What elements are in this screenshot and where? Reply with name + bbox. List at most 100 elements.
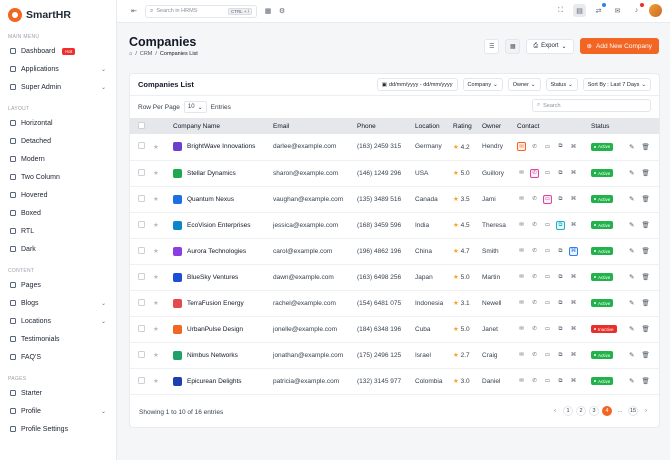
page-button[interactable]: 1 xyxy=(563,406,573,416)
sidebar-item-locations[interactable]: Locations ⌄ xyxy=(0,312,116,330)
copy-icon[interactable]: ⧉ xyxy=(556,220,565,230)
col-location[interactable]: Location xyxy=(415,122,440,130)
export-button[interactable]: ⎙ Export ⌄ xyxy=(526,38,574,54)
favorite-star-icon[interactable]: ★ xyxy=(153,222,159,229)
phone-icon[interactable]: ✆ xyxy=(532,326,537,332)
col-status[interactable]: Status xyxy=(591,122,610,130)
mail-icon[interactable]: ✉ xyxy=(519,326,524,332)
row-checkbox[interactable] xyxy=(138,194,145,202)
link-icon[interactable]: ⌘ xyxy=(569,246,578,256)
company-cell[interactable]: BrightWave Innovations xyxy=(173,142,273,152)
mail-icon[interactable]: ✉ xyxy=(519,274,524,280)
global-search-input[interactable]: ⌕ Search in HRMS CTRL + / xyxy=(145,4,257,18)
row-checkbox[interactable] xyxy=(138,220,145,228)
delete-icon[interactable]: 🗑︎ xyxy=(641,274,650,281)
sidebar-item-profile-settings[interactable]: Profile Settings xyxy=(0,420,116,438)
phone-icon[interactable]: ✆ xyxy=(532,352,537,358)
company-name[interactable]: BlueSky Ventures xyxy=(187,273,239,281)
copy-icon[interactable]: ⧉ xyxy=(558,351,563,358)
sidebar-item-dashboard[interactable]: Dashboard Hot xyxy=(0,42,116,60)
sort-filter[interactable]: Sort By : Last 7 Days ⌄ xyxy=(582,78,651,91)
mail-icon[interactable]: ✉ xyxy=(614,7,621,15)
edit-icon[interactable]: ✎ xyxy=(629,196,635,203)
company-name[interactable]: EcoVision Enterprises xyxy=(187,221,251,229)
chat-icon[interactable]: ▭ xyxy=(544,143,551,150)
row-checkbox[interactable] xyxy=(138,324,145,332)
company-cell[interactable]: EcoVision Enterprises xyxy=(173,220,273,230)
delete-icon[interactable]: 🗑︎ xyxy=(641,196,650,203)
mail-icon[interactable]: ✉ xyxy=(519,248,524,254)
sidebar-item-modern[interactable]: Modern xyxy=(0,150,116,168)
favorite-star-icon[interactable]: ★ xyxy=(153,326,159,333)
delete-icon[interactable]: 🗑︎ xyxy=(641,326,650,333)
favorite-star-icon[interactable]: ★ xyxy=(153,170,159,177)
favorite-star-icon[interactable]: ★ xyxy=(153,143,159,151)
sidebar-item-blogs[interactable]: Blogs ⌄ xyxy=(0,294,116,312)
col-owner[interactable]: Owner xyxy=(482,122,502,130)
mail-icon[interactable]: ✉ xyxy=(519,170,524,176)
sidebar-item-detached[interactable]: Detached xyxy=(0,132,116,150)
chat-icon[interactable]: ▭ xyxy=(544,326,551,332)
sidebar-item-profile[interactable]: Profile ⌄ xyxy=(0,402,116,420)
copy-icon[interactable]: ⧉ xyxy=(558,195,563,202)
phone-icon[interactable]: ✆ xyxy=(532,222,537,228)
phone-icon[interactable]: ✆ xyxy=(532,196,537,202)
owner-filter[interactable]: Owner ⌄ xyxy=(507,78,541,91)
sidebar-item-hovered[interactable]: Hovered xyxy=(0,186,116,204)
edit-icon[interactable]: ✎ xyxy=(629,300,635,307)
company-filter[interactable]: Company ⌄ xyxy=(462,78,503,91)
sidebar-item-testimonials[interactable]: Testimonials xyxy=(0,330,116,348)
page-button[interactable]: 3 xyxy=(589,406,599,416)
phone-icon[interactable]: ✆ xyxy=(532,378,537,384)
company-cell[interactable]: Stellar Dynamics xyxy=(173,168,273,178)
delete-icon[interactable]: 🗑︎ xyxy=(641,170,650,177)
mail-icon[interactable]: ✉ xyxy=(519,196,524,202)
grid-view-button[interactable]: ▦ xyxy=(505,38,521,54)
phone-icon[interactable]: ✆ xyxy=(532,248,537,254)
row-checkbox[interactable] xyxy=(138,142,145,150)
user-avatar[interactable] xyxy=(649,4,662,17)
row-checkbox[interactable] xyxy=(138,376,145,384)
link-icon[interactable]: ⌘ xyxy=(570,300,577,306)
collapse-sidebar-icon[interactable]: ⇤ xyxy=(131,8,137,15)
link-icon[interactable]: ⌘ xyxy=(570,222,577,228)
phone-icon[interactable]: ✆ xyxy=(530,168,539,178)
company-cell[interactable]: Quantum Nexus xyxy=(173,194,273,204)
sidebar-item-dark[interactable]: Dark xyxy=(0,240,116,258)
row-checkbox[interactable] xyxy=(138,350,145,358)
row-checkbox[interactable] xyxy=(138,246,145,254)
brand-logo[interactable]: SmartHR xyxy=(0,0,116,30)
favorite-star-icon[interactable]: ★ xyxy=(153,248,159,255)
mail-icon[interactable]: ✉ xyxy=(517,142,526,152)
sidebar-item-rtl[interactable]: RTL xyxy=(0,222,116,240)
edit-icon[interactable]: ✎ xyxy=(629,274,635,281)
row-checkbox[interactable] xyxy=(138,272,145,280)
sidebar-item-boxed[interactable]: Boxed xyxy=(0,204,116,222)
favorite-star-icon[interactable]: ★ xyxy=(153,196,159,203)
sidebar-item-horizontal[interactable]: Horizontal xyxy=(0,114,116,132)
chat-icon[interactable]: ▭ xyxy=(544,170,551,176)
link-icon[interactable]: ⌘ xyxy=(570,170,577,176)
company-name[interactable]: Stellar Dynamics xyxy=(187,169,236,177)
page-button[interactable]: 2 xyxy=(576,406,586,416)
phone-icon[interactable]: ✆ xyxy=(532,300,537,306)
company-name[interactable]: TerraFusion Energy xyxy=(187,299,244,307)
col-company-name[interactable]: Company Name xyxy=(173,122,220,130)
link-icon[interactable]: ⌘ xyxy=(570,326,577,332)
edit-icon[interactable]: ✎ xyxy=(629,222,635,229)
company-cell[interactable]: Nimbus Networks xyxy=(173,350,273,360)
company-cell[interactable]: Epicurean Delights xyxy=(173,376,273,386)
mail-icon[interactable]: ✉ xyxy=(519,378,524,384)
chat-icon[interactable]: ▭ xyxy=(544,274,551,280)
link-icon[interactable]: ⌘ xyxy=(570,143,577,150)
prev-page-icon[interactable]: ‹ xyxy=(554,408,556,414)
company-name[interactable]: Nimbus Networks xyxy=(187,351,238,359)
col-contact[interactable]: Contact xyxy=(517,122,540,130)
copy-icon[interactable]: ⧉ xyxy=(558,325,563,332)
company-cell[interactable]: Aurora Technologies xyxy=(173,246,273,256)
company-cell[interactable]: UrbanPulse Design xyxy=(173,324,273,334)
company-name[interactable]: Aurora Technologies xyxy=(187,247,247,255)
delete-icon[interactable]: 🗑︎ xyxy=(641,143,650,151)
edit-icon[interactable]: ✎ xyxy=(629,143,635,151)
delete-icon[interactable]: 🗑︎ xyxy=(641,352,650,359)
